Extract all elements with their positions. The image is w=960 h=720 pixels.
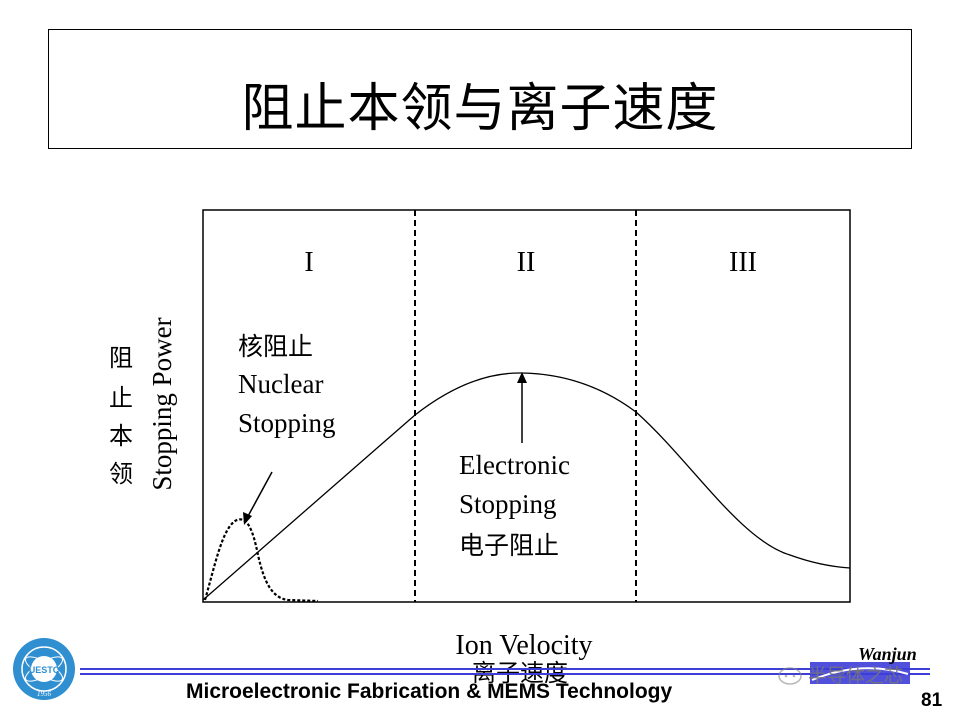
svg-text:UESTC: UESTC bbox=[29, 665, 60, 675]
nuclear-stopping-curve bbox=[203, 518, 319, 603]
wanjun-logo-icon bbox=[810, 662, 910, 684]
nuclear-label-cn: 核阻止 bbox=[238, 332, 313, 361]
electronic-label-cn: 电子阻止 bbox=[459, 531, 559, 560]
y-label-en: Stopping Power bbox=[147, 317, 177, 490]
svg-text:阻: 阻 bbox=[109, 344, 133, 372]
plot-frame bbox=[202, 209, 851, 603]
page-number: 81 bbox=[921, 690, 943, 711]
electronic-arrow-head bbox=[517, 372, 527, 383]
region-label-3: III bbox=[729, 247, 757, 278]
region-label-2: II bbox=[517, 247, 536, 278]
svg-text:1956: 1956 bbox=[37, 690, 52, 698]
watermark-text: 半导体之芯 bbox=[808, 665, 904, 687]
y-label-cn: 阻 止 本 领 bbox=[109, 344, 133, 488]
region-label-1: I bbox=[304, 247, 313, 278]
nuclear-label-en-1: Nuclear bbox=[238, 369, 323, 399]
electronic-stopping-curve bbox=[202, 372, 851, 601]
title-box: 阻止本领与离子速度 bbox=[48, 29, 912, 149]
footer-text: Microelectronic Fabrication & MEMS Techn… bbox=[186, 680, 673, 703]
nuclear-arrow-head bbox=[243, 512, 252, 525]
electronic-label-en-2: Stopping bbox=[459, 489, 557, 519]
nuclear-label-en-2: Stopping bbox=[238, 408, 336, 438]
logo-text: Wanjun bbox=[858, 644, 917, 664]
svg-text:本: 本 bbox=[109, 422, 133, 450]
electronic-label-en-1: Electronic bbox=[459, 450, 570, 480]
svg-text:领: 领 bbox=[109, 460, 133, 488]
svg-text:止: 止 bbox=[109, 384, 133, 412]
chat-icon bbox=[778, 667, 802, 685]
x-label-en: Ion Velocity bbox=[455, 630, 592, 661]
slide-title: 阻止本领与离子速度 bbox=[241, 79, 719, 139]
nuclear-arrow-line bbox=[246, 471, 273, 519]
university-badge-icon: UESTC 1956 bbox=[13, 638, 75, 700]
